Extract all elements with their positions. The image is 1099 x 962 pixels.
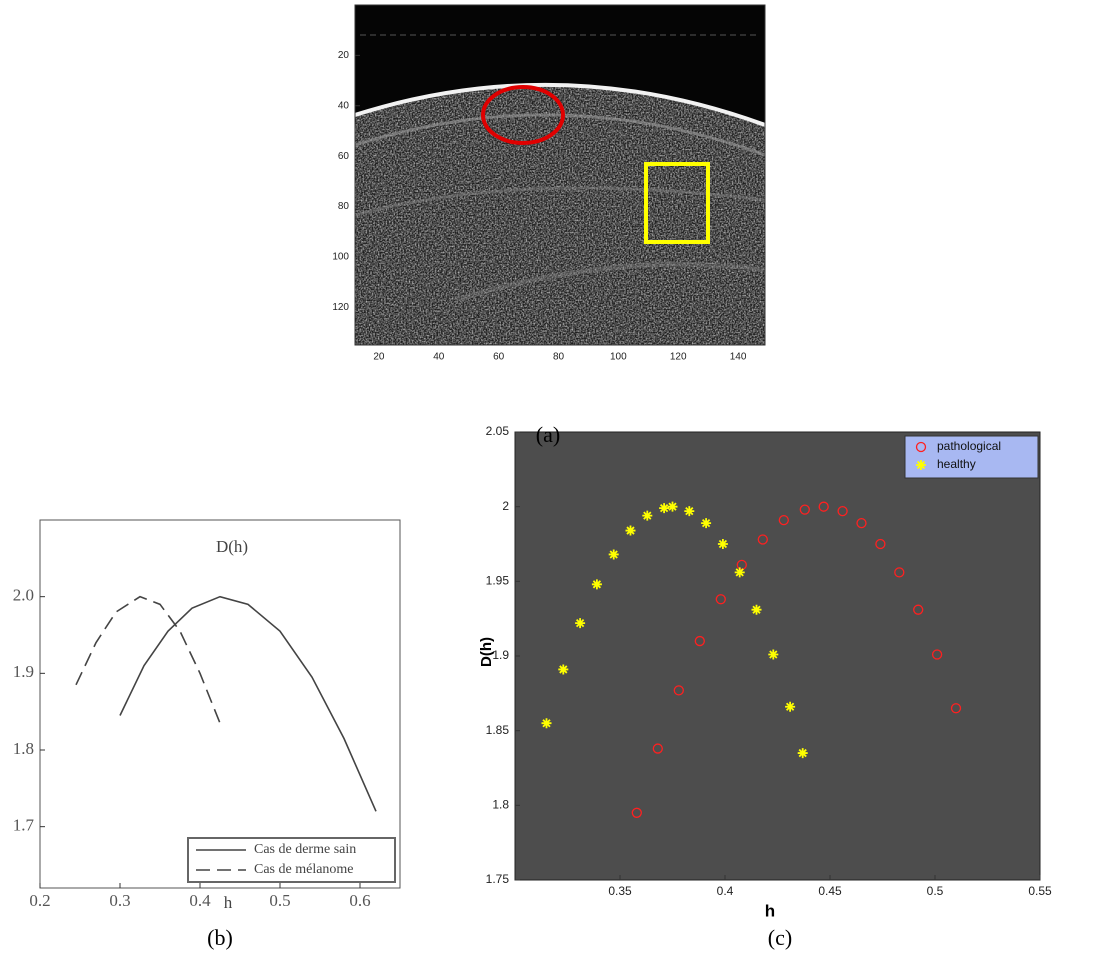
point [609,549,619,559]
y-tick-label: 1.9 [492,648,509,662]
y-tick-label: 20 [338,50,350,61]
x-tick-label: 0.6 [349,891,370,910]
page: {"chart_data": [ {"type": "image", "capt… [0,0,1099,962]
point [916,460,926,470]
caption: (a) [536,422,560,447]
point [752,605,762,615]
x-tick-label: 0.5 [269,891,290,910]
y-tick-label: 2.0 [13,586,34,605]
axes-frame [40,520,400,888]
x-tick-label: 0.5 [927,884,944,898]
y-tick-label: 80 [338,201,350,212]
point [701,518,711,528]
point [768,650,778,660]
y-tick-label: 1.95 [486,574,510,588]
point [785,702,795,712]
y-tick-label: 1.8 [492,798,509,812]
legend-label: Cas de derme sain [254,842,356,857]
figure: (a) (b) (c) D(h) h h D(h) 20406080100120… [0,0,1099,962]
point [718,539,728,549]
point [575,618,585,628]
point [684,506,694,516]
chart-title: D(h) [216,537,248,556]
x-tick-label: 0.45 [818,884,842,898]
line [120,597,376,812]
point [592,579,602,589]
y-tick-label: 2 [502,499,509,513]
point [626,526,636,536]
legend-label: pathological [937,439,1001,453]
legend-label: healthy [937,457,976,471]
x-tick-label: 120 [670,352,687,363]
legend-label: Cas de mélanome [254,862,354,877]
x-tick-label: 0.4 [189,891,211,910]
x-tick-label: 0.3 [109,891,130,910]
plot-background [515,432,1040,880]
x-tick-label: 0.2 [29,891,50,910]
x-axis-label: h [224,893,233,912]
caption: (c) [768,925,792,950]
y-tick-label: 1.8 [13,739,34,758]
x-tick-label: 40 [433,352,445,363]
x-tick-label: 0.35 [608,884,632,898]
point [735,567,745,577]
point [542,718,552,728]
point [558,664,568,674]
y-tick-label: 60 [338,151,350,162]
y-tick-label: 2.05 [486,424,510,438]
x-tick-label: 0.55 [1028,884,1052,898]
y-tick-label: 1.9 [13,662,34,681]
y-tick-label: 1.7 [13,816,35,835]
y-tick-label: 40 [338,100,350,111]
point [668,502,678,512]
x-tick-label: 140 [730,352,747,363]
y-tick-label: 1.75 [486,872,510,886]
x-tick-label: 20 [373,352,385,363]
x-tick-label: 80 [553,352,565,363]
caption: (b) [207,925,233,950]
x-tick-label: 100 [610,352,627,363]
point [659,503,669,513]
y-tick-label: 120 [332,302,349,313]
x-tick-label: 0.4 [717,884,734,898]
x-axis-label: h [765,901,775,920]
x-tick-label: 60 [493,352,505,363]
point [798,748,808,758]
y-tick-label: 100 [332,251,349,262]
y-tick-label: 1.85 [486,723,510,737]
ultrasound-image [355,5,765,345]
